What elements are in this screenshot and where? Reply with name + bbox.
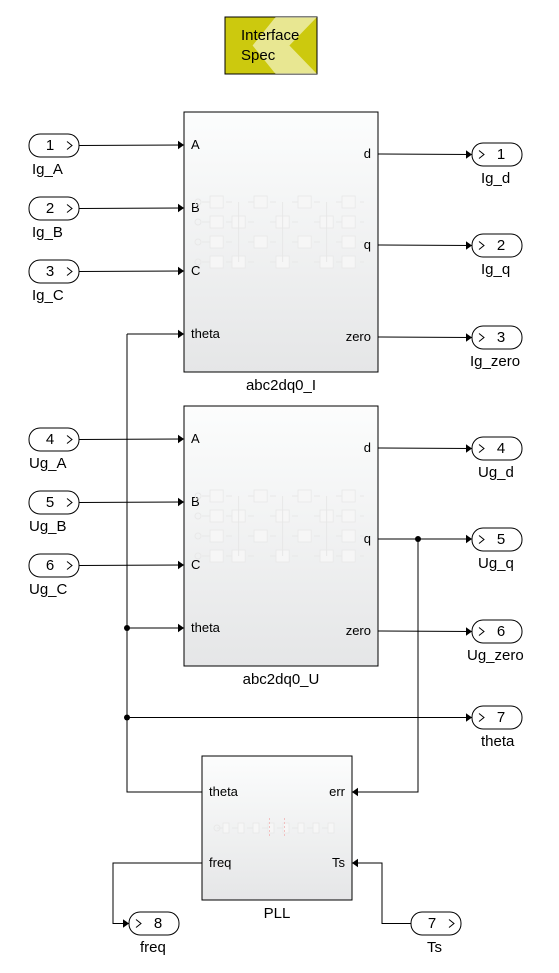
- inport-Ig_A[interactable]: 1 Ig_A: [29, 134, 79, 178]
- wire-Igq: [378, 245, 472, 246]
- port-label: Ig_d: [481, 170, 510, 187]
- outport-Ug_q[interactable]: 5 Ug_q: [472, 528, 522, 572]
- inport-Ug_B[interactable]: 5 Ug_B: [29, 491, 79, 535]
- block-port-label: d: [364, 146, 371, 161]
- port-label: Ig_C: [32, 287, 64, 304]
- port-label: Ug_A: [29, 455, 67, 472]
- port-label: Ig_B: [32, 224, 63, 241]
- inport-Ig_B[interactable]: 2 Ig_B: [29, 197, 79, 241]
- port-label: Ug_C: [29, 581, 68, 598]
- block-abc2dq0_I[interactable]: ABCthetadqzeroabc2dq0_I: [184, 112, 378, 394]
- port-number: 3: [46, 263, 54, 280]
- outport-freq[interactable]: 8 freq: [129, 912, 179, 956]
- wire-Ts: [352, 863, 411, 924]
- port-label: Ug_d: [478, 464, 514, 481]
- interface-text-2: Spec: [241, 47, 276, 64]
- port-label: Ig_q: [481, 261, 510, 278]
- outport-theta[interactable]: 7 theta: [472, 706, 522, 750]
- block-port-label: zero: [346, 623, 371, 638]
- port-number: 3: [497, 329, 505, 346]
- block-port-label: A: [191, 137, 200, 152]
- node-dot: [124, 625, 130, 631]
- port-number: 1: [497, 146, 505, 163]
- port-label: freq: [140, 939, 166, 956]
- port-number: 2: [497, 237, 505, 254]
- inport-Ug_A[interactable]: 4 Ug_A: [29, 428, 79, 472]
- block-name-label: abc2dq0_I: [246, 377, 316, 394]
- block-PLL[interactable]: theta freq err Ts PLL: [202, 756, 352, 922]
- port-number: 5: [497, 531, 505, 548]
- block-name-label: PLL: [264, 905, 291, 922]
- port-label: Ig_zero: [470, 353, 520, 370]
- port-number: 4: [497, 440, 505, 457]
- block-abc2dq0_U[interactable]: ABCthetadqzeroabc2dq0_U: [184, 406, 378, 688]
- port-label: Ug_B: [29, 518, 67, 535]
- block-port-label: freq: [209, 855, 231, 870]
- port-label: Ts: [427, 939, 442, 956]
- port-label: theta: [481, 733, 515, 750]
- block-port-label: d: [364, 440, 371, 455]
- port-number: 6: [46, 557, 54, 574]
- outport-Ug_d[interactable]: 4 Ug_d: [472, 437, 522, 481]
- block-port-label: Ts: [332, 855, 346, 870]
- wire-Igd: [378, 154, 472, 155]
- port-label: Ug_zero: [467, 647, 524, 664]
- block-port-label: err: [329, 784, 346, 799]
- outport-Ig_zero[interactable]: 3 Ig_zero: [470, 326, 522, 370]
- port-label: Ug_q: [478, 555, 514, 572]
- interface-text-1: Interface: [241, 27, 299, 44]
- wire-UgC: [79, 565, 184, 566]
- block-port-label: zero: [346, 329, 371, 344]
- port-number: 2: [46, 200, 54, 217]
- block-port-label: q: [364, 237, 371, 252]
- outport-Ig_d[interactable]: 1 Ig_d: [472, 143, 522, 187]
- inport-Ug_C[interactable]: 6 Ug_C: [29, 554, 79, 598]
- wire-IgA: [79, 145, 184, 146]
- block-port-label: theta: [209, 784, 239, 799]
- port-number: 7: [428, 915, 436, 932]
- port-number: 1: [46, 137, 54, 154]
- block-port-label: theta: [191, 326, 221, 341]
- wire-UgB: [79, 502, 184, 503]
- port-number: 7: [497, 709, 505, 726]
- block-port-label: theta: [191, 620, 221, 635]
- wire-Igzero: [378, 337, 472, 338]
- port-label: Ig_A: [32, 161, 63, 178]
- block-port-label: q: [364, 531, 371, 546]
- outport-Ug_zero[interactable]: 6 Ug_zero: [467, 620, 524, 664]
- outport-Ig_q[interactable]: 2 Ig_q: [472, 234, 522, 278]
- inport-Ts[interactable]: 7 Ts: [411, 912, 461, 956]
- wire-IgB: [79, 208, 184, 209]
- interface-spec-badge[interactable]: Interface Spec: [225, 17, 317, 74]
- wire-UgA: [79, 439, 184, 440]
- inport-Ig_C[interactable]: 3 Ig_C: [29, 260, 79, 304]
- port-number: 5: [46, 494, 54, 511]
- wire-Ugd: [378, 448, 472, 449]
- wire-IgC: [79, 271, 184, 272]
- port-number: 8: [154, 915, 162, 932]
- block-port-label: A: [191, 431, 200, 446]
- block-name-label: abc2dq0_U: [243, 671, 320, 688]
- port-number: 6: [497, 623, 505, 640]
- port-number: 4: [46, 431, 54, 448]
- wire-Ugzero: [378, 631, 472, 632]
